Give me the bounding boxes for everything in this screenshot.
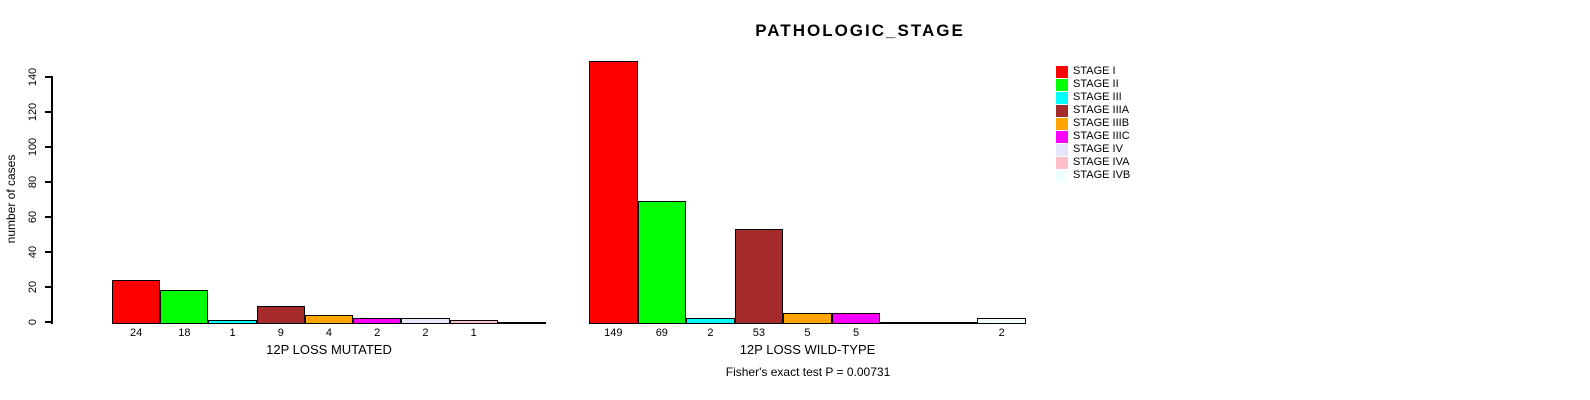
legend-item-stage-ivb: STAGE IVB xyxy=(1056,169,1130,182)
bar-stage-ii-12p-loss-wild-type xyxy=(637,201,687,324)
legend-label-stage-iiia: STAGE IIIA xyxy=(1073,104,1130,116)
y-tick-20 xyxy=(45,286,52,288)
y-tick-100 xyxy=(45,146,52,148)
y-tick-label-60: 60 xyxy=(27,210,39,224)
legend-item-stage-iva: STAGE IVA xyxy=(1056,156,1130,169)
legend-label-stage-iv: STAGE IV xyxy=(1073,143,1123,155)
y-tick-label-0: 0 xyxy=(27,318,39,326)
y-axis-title: number of cases xyxy=(4,154,18,244)
bar-stage-iiib-12p-loss-wild-type xyxy=(783,313,832,324)
legend-item-stage-iii: STAGE III xyxy=(1056,91,1130,104)
legend-item-stage-i: STAGE I xyxy=(1056,65,1130,78)
bar-stage-iv-12p-loss-mutated xyxy=(401,318,450,324)
bar-value-stage-iva-12p-loss-mutated: 1 xyxy=(470,327,477,339)
bar-value-stage-ii-12p-loss-mutated: 18 xyxy=(178,327,191,339)
legend-label-stage-ii: STAGE II xyxy=(1073,78,1119,90)
bar-stage-iii-12p-loss-wild-type xyxy=(686,318,735,324)
bar-stage-ii-12p-loss-mutated xyxy=(160,290,209,324)
bar-value-stage-iv-12p-loss-mutated: 2 xyxy=(422,327,429,339)
legend-label-stage-ivb: STAGE IVB xyxy=(1073,169,1131,181)
bar-value-stage-iii-12p-loss-mutated: 1 xyxy=(229,327,236,339)
legend-swatch-stage-i xyxy=(1056,65,1068,78)
bar-value-stage-iiib-12p-loss-wild-type: 5 xyxy=(804,327,811,339)
legend-item-stage-iiic: STAGE IIIC xyxy=(1056,130,1130,143)
legend-item-stage-iiib: STAGE IIIB xyxy=(1056,117,1130,130)
legend-swatch-stage-iiib xyxy=(1056,117,1068,130)
y-tick-label-120: 120 xyxy=(27,102,39,122)
legend-swatch-stage-iv xyxy=(1056,143,1068,156)
bar-value-stage-i-12p-loss-wild-type: 149 xyxy=(604,327,623,339)
y-tick-120 xyxy=(45,111,52,113)
legend: STAGE I STAGE II STAGE III STAGE IIIA STAGE … xyxy=(1056,65,1130,182)
y-tick-label-100: 100 xyxy=(27,137,39,157)
y-tick-label-80: 80 xyxy=(27,175,39,189)
legend-label-stage-i: STAGE I xyxy=(1073,65,1116,77)
legend-swatch-stage-iiic xyxy=(1056,130,1068,143)
legend-swatch-stage-iiia xyxy=(1056,104,1068,117)
bar-stage-i-12p-loss-mutated xyxy=(112,280,161,324)
bar-stage-iii-12p-loss-mutated xyxy=(208,320,257,324)
legend-swatch-stage-ii xyxy=(1056,78,1068,91)
y-tick-40 xyxy=(45,251,52,253)
y-tick-label-140: 140 xyxy=(27,67,39,87)
y-tick-80 xyxy=(45,181,52,183)
bar-stage-iva-12p-loss-mutated xyxy=(449,320,498,324)
bar-stage-i-12p-loss-wild-type xyxy=(589,61,638,324)
chart-title: PATHOLOGIC_STAGE xyxy=(755,21,965,40)
y-tick-0 xyxy=(45,321,52,323)
bar-value-stage-ivb-12p-loss-wild-type: 2 xyxy=(998,327,1005,339)
group-label-12p-loss-mutated: 12P LOSS MUTATED xyxy=(266,342,392,357)
bar-stage-iiia-12p-loss-wild-type xyxy=(734,229,784,324)
bar-stage-ivb-12p-loss-wild-type xyxy=(977,318,1026,324)
annotation-fisher-test: Fisher's exact test P = 0.00731 xyxy=(725,365,891,379)
bar-value-stage-iii-12p-loss-wild-type: 2 xyxy=(707,327,714,339)
bar-value-stage-iiia-12p-loss-mutated: 9 xyxy=(277,327,284,339)
y-axis-line xyxy=(51,76,53,324)
y-tick-label-20: 20 xyxy=(27,280,39,294)
legend-swatch-stage-ivb xyxy=(1056,169,1068,182)
bar-stage-iiia-12p-loss-mutated xyxy=(256,306,305,324)
bar-stage-iiib-12p-loss-mutated xyxy=(304,315,354,324)
bar-stage-iiic-12p-loss-mutated xyxy=(353,318,402,324)
legend-label-stage-iiic: STAGE IIIC xyxy=(1073,130,1130,142)
y-tick-label-40: 40 xyxy=(27,245,39,259)
bar-value-stage-iiic-12p-loss-wild-type: 5 xyxy=(852,327,860,339)
legend-swatch-stage-iii xyxy=(1056,91,1068,104)
legend-label-stage-iii: STAGE III xyxy=(1073,91,1122,103)
bar-value-stage-iiib-12p-loss-mutated: 4 xyxy=(325,327,333,339)
legend-item-stage-ii: STAGE II xyxy=(1056,78,1130,91)
y-tick-140 xyxy=(45,76,52,78)
group-label-12p-loss-wild-type: 12P LOSS WILD-TYPE xyxy=(739,342,876,357)
legend-label-stage-iiib: STAGE IIIB xyxy=(1073,117,1130,129)
bar-value-stage-iiic-12p-loss-mutated: 2 xyxy=(374,327,381,339)
legend-label-stage-iva: STAGE IVA xyxy=(1073,156,1130,168)
y-tick-60 xyxy=(45,216,52,218)
bar-value-stage-i-12p-loss-mutated: 24 xyxy=(129,327,143,339)
legend-item-stage-iv: STAGE IV xyxy=(1056,143,1130,156)
bar-value-stage-iiia-12p-loss-wild-type: 53 xyxy=(752,327,766,339)
legend-item-stage-iiia: STAGE IIIA xyxy=(1056,104,1130,117)
bar-value-stage-ii-12p-loss-wild-type: 69 xyxy=(655,327,668,339)
legend-swatch-stage-iva xyxy=(1056,156,1068,169)
bar-stage-iiic-12p-loss-wild-type xyxy=(831,313,881,324)
